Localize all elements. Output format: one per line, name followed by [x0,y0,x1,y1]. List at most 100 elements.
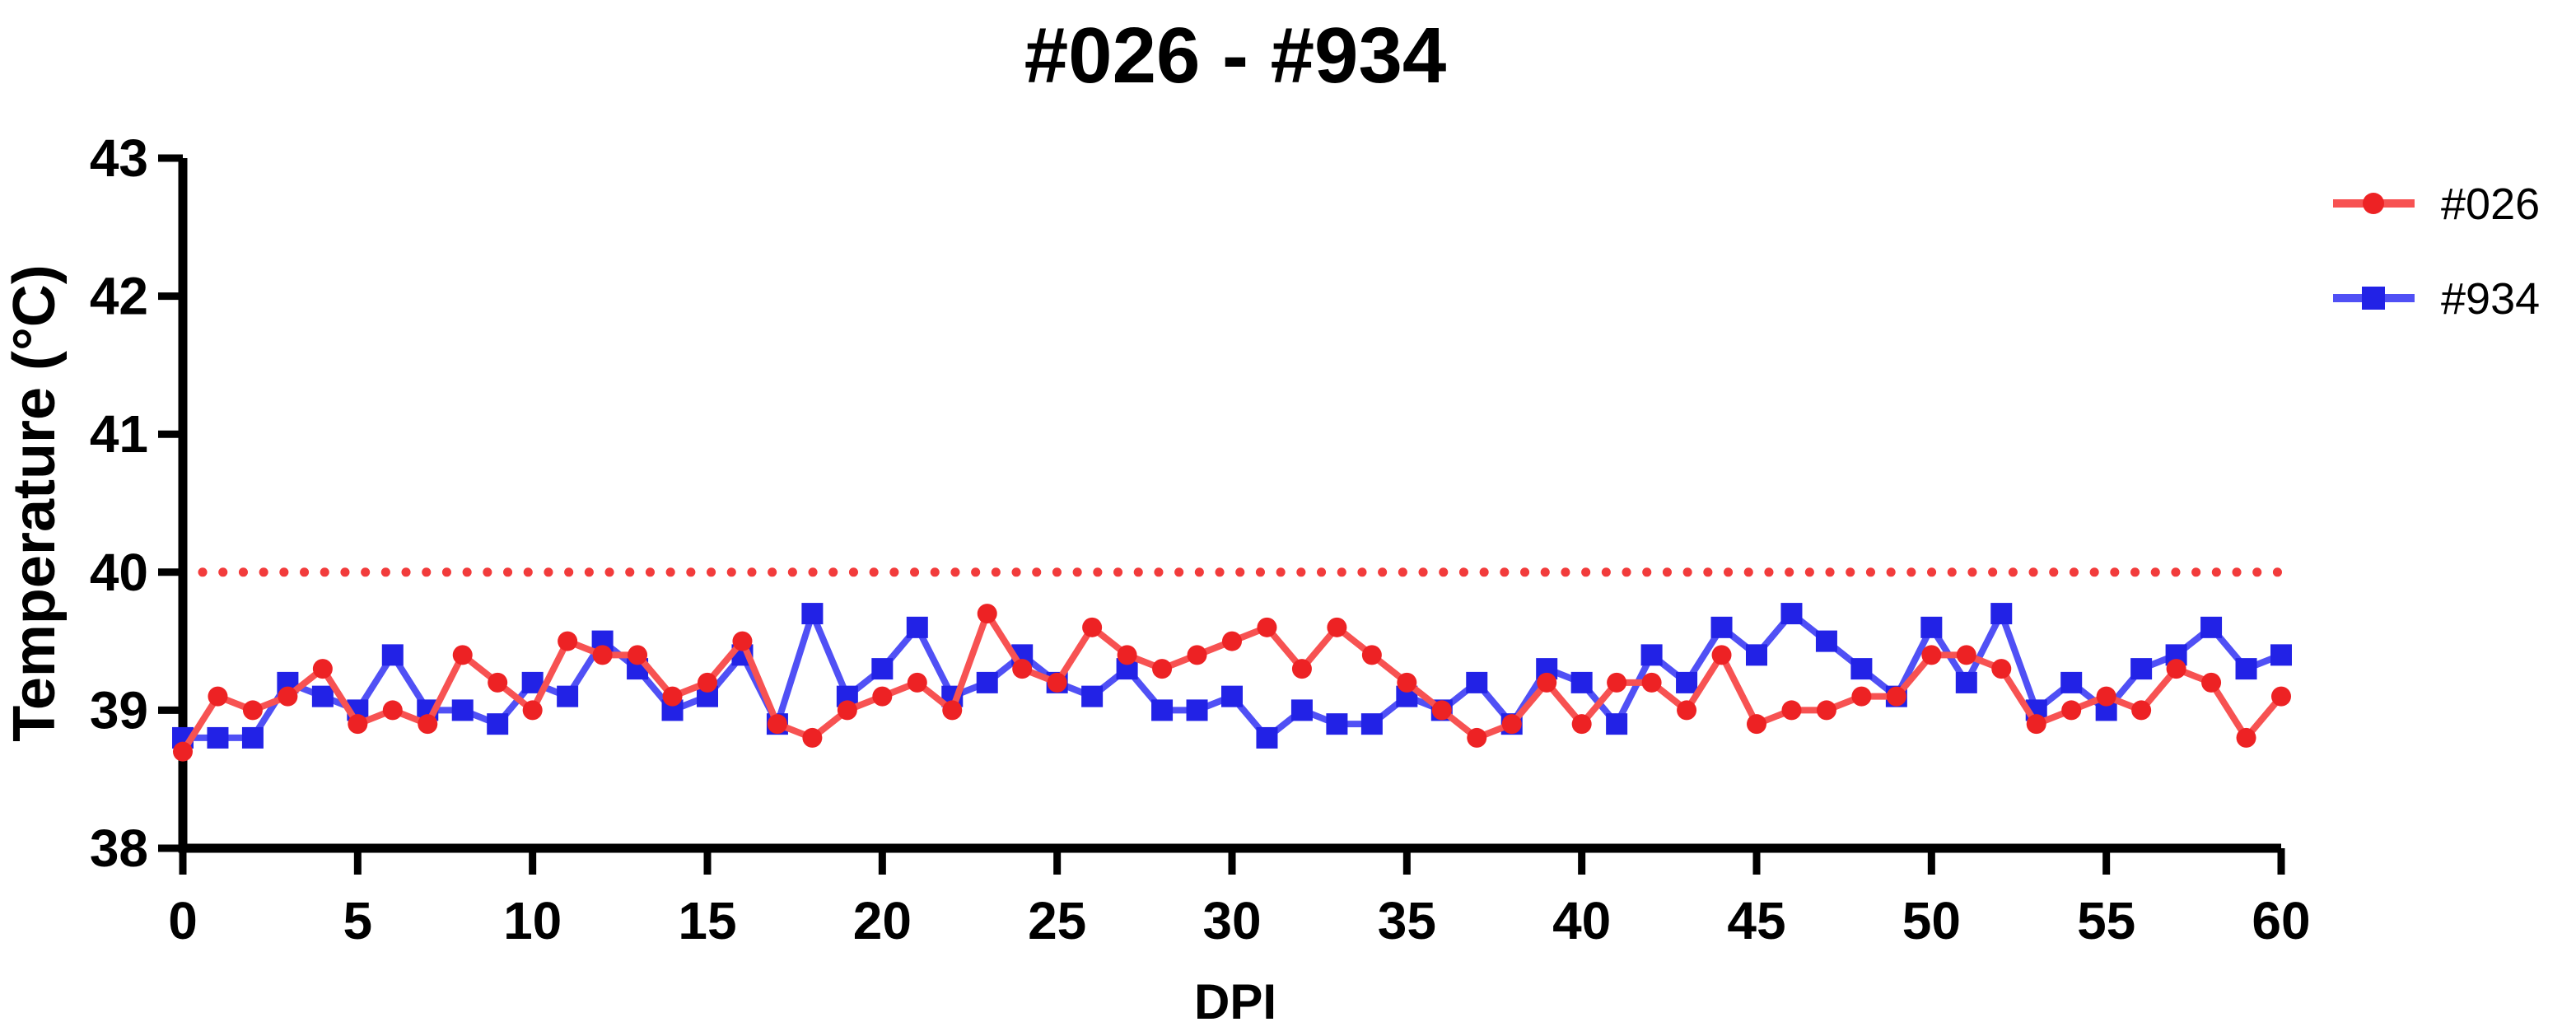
data-point-square [1290,699,1313,721]
series-026 [173,604,2291,762]
data-point-square [1360,713,1383,735]
data-point-circle [1711,645,1732,665]
data-point-circle [1501,714,1522,735]
data-point-circle [208,686,228,707]
legend-label-934: #934 [2441,274,2540,324]
data-point-square [1640,644,1663,666]
x-tick-label: 45 [1727,891,1785,950]
data-point-circle [2131,700,2152,721]
data-point-circle [1431,700,1452,721]
data-point-circle [1851,686,1872,707]
x-tick-label: 55 [2077,891,2135,950]
tick-marks-and-labels: 38 39 40 41 42 43 0 5 10 15 20 25 30 35 40 45 50 55 60 [90,128,2311,950]
data-point-circle [1677,700,1697,721]
data-point-square [1780,603,1803,625]
data-point-circle [348,714,368,735]
data-point-square [1676,671,1698,693]
data-point-circle [1327,617,1347,637]
data-point-circle [1781,700,1802,721]
y-tick-label: 39 [90,680,148,740]
data-point-circle [628,645,648,665]
legend-circle-marker [2363,193,2384,214]
x-tick-label: 35 [1378,891,1436,950]
data-point-circle [522,700,543,721]
data-point-square [1151,699,1174,721]
x-tick-label: 15 [678,891,736,950]
data-point-square [1955,671,1977,693]
x-tick-label: 30 [1202,891,1261,950]
data-point-square [1256,726,1278,749]
data-point-square [2060,671,2083,693]
data-point-square [311,685,334,707]
data-point-circle [278,686,298,707]
data-point-square [1466,671,1488,693]
data-point-circle [1816,700,1836,721]
axis-lines [178,158,2281,853]
data-point-circle [732,631,753,651]
data-point-square [2235,658,2257,680]
legend-square-marker [2362,287,2385,310]
data-point-circle [1047,672,1067,693]
data-point-circle [1361,645,1382,665]
data-point-circle [802,727,823,748]
chart-title: #026 - #934 [1024,12,1446,100]
data-point-circle [173,741,193,762]
data-point-circle [1012,659,1033,679]
data-point-square [1221,685,1243,707]
x-tick-label: 0 [168,891,198,950]
data-point-circle [2236,727,2256,748]
data-series [172,603,2292,762]
data-point-square [2270,644,2292,666]
x-tick-label: 25 [1028,891,1086,950]
x-tick-label: 10 [503,891,562,950]
data-point-circle [592,645,613,665]
y-axis-title: Temperature (°C) [2,264,68,742]
data-point-circle [2026,714,2046,735]
legend: #026 #934 [2333,180,2540,324]
data-point-circle [1291,659,1312,679]
data-point-circle [977,604,997,624]
x-tick-label: 5 [343,891,373,950]
y-tick-label: 38 [90,819,148,878]
data-point-circle [1747,714,1766,735]
x-tick-label: 60 [2252,891,2310,950]
data-point-circle [1222,631,1242,651]
data-point-circle [1991,659,2012,679]
y-tick-label: 41 [90,404,148,464]
x-tick-label: 40 [1552,891,1611,950]
data-point-circle [662,686,683,707]
x-tick-label: 50 [1902,891,1961,950]
data-point-square [1570,671,1593,693]
data-point-circle [1537,672,1557,693]
data-point-square [1326,713,1348,735]
x-tick-label: 20 [853,891,912,950]
data-point-square [2200,616,2223,638]
legend-item-026: #026 [2333,180,2540,229]
data-point-circle [558,631,578,651]
data-point-circle [1607,672,1627,693]
data-point-circle [1117,645,1137,665]
data-point-circle [2061,700,2082,721]
legend-item-934: #934 [2333,274,2540,324]
data-point-circle [837,700,857,721]
data-point-square [1815,630,1837,652]
data-point-circle [1886,686,1906,707]
data-point-circle [488,672,508,693]
data-point-square [1710,616,1733,638]
data-point-square [1081,685,1104,707]
data-point-circle [242,700,263,721]
data-point-square [1920,616,1943,638]
data-point-circle [382,700,403,721]
data-point-square [381,644,404,666]
data-point-square [207,726,229,749]
data-point-square [1746,644,1767,666]
x-axis-title: DPI [1194,974,1276,1029]
data-point-circle [452,645,473,665]
data-point-square [557,685,579,707]
data-point-circle [907,672,927,693]
data-point-circle [2201,672,2222,693]
data-point-circle [698,672,717,693]
data-point-square [1850,658,1873,680]
data-point-circle [312,659,333,679]
